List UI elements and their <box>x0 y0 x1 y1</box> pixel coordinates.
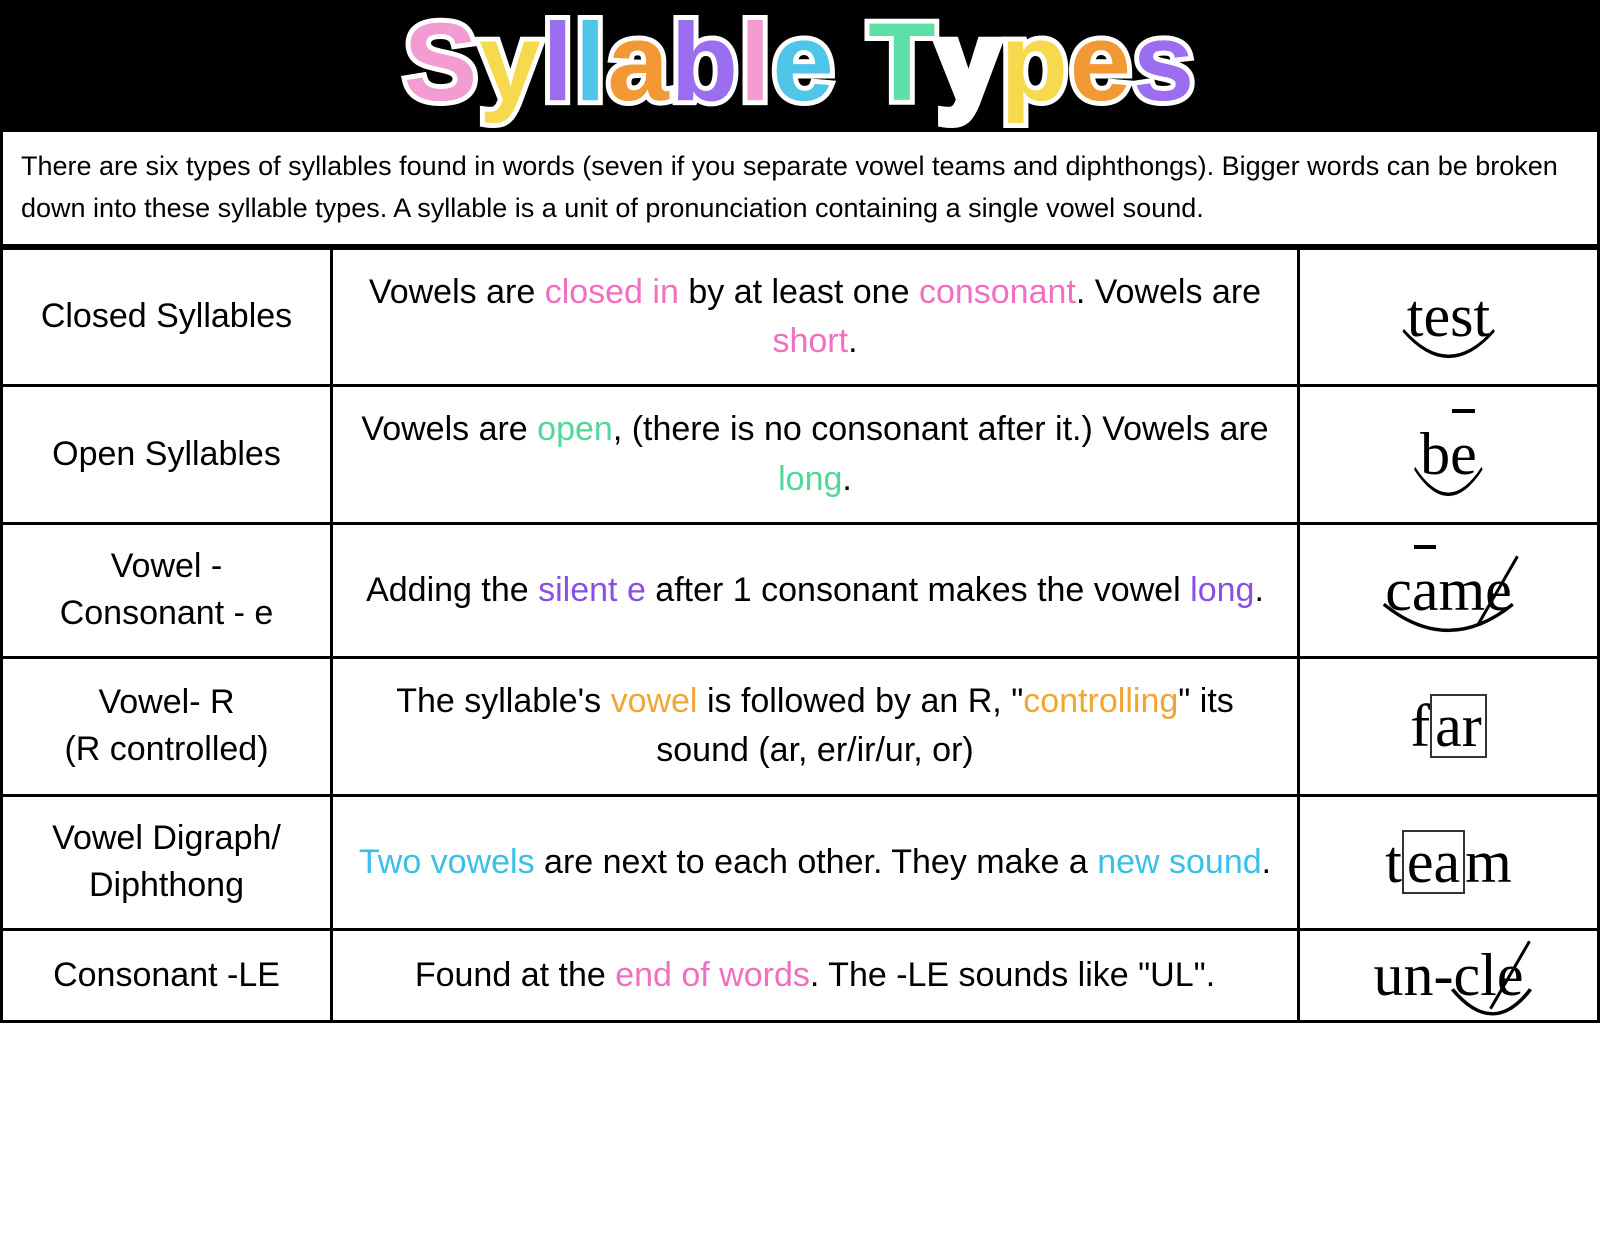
table-row: Vowel Digraph/DiphthongTwo vowels are ne… <box>2 795 1599 929</box>
syllable-name: Vowel -Consonant - e <box>2 523 332 657</box>
syllable-example: test <box>1299 248 1599 386</box>
syllable-name: Closed Syllables <box>2 248 332 386</box>
table-row: Closed SyllablesVowels are closed in by … <box>2 248 1599 386</box>
syllable-description: Found at the end of words. The -LE sound… <box>332 929 1299 1021</box>
syllable-name: Open Syllables <box>2 386 332 524</box>
syllable-example: far <box>1299 658 1599 796</box>
syllable-example: team <box>1299 795 1599 929</box>
syllable-name: Vowel- R(R controlled) <box>2 658 332 796</box>
syllable-table: Closed SyllablesVowels are closed in by … <box>0 247 1600 1023</box>
syllable-name: Consonant -LE <box>2 929 332 1021</box>
syllable-description: Two vowels are next to each other. They … <box>332 795 1299 929</box>
syllable-name: Vowel Digraph/Diphthong <box>2 795 332 929</box>
syllable-example: un-cle <box>1299 929 1599 1021</box>
syllable-description: Vowels are closed in by at least one con… <box>332 248 1299 386</box>
syllable-example: be <box>1299 386 1599 524</box>
syllable-description: The syllable's vowel is followed by an R… <box>332 658 1299 796</box>
table-row: Vowel- R(R controlled)The syllable's vow… <box>2 658 1599 796</box>
header: Syllable Types <box>0 0 1600 132</box>
syllable-description: Vowels are open, (there is no consonant … <box>332 386 1299 524</box>
syllable-description: Adding the silent e after 1 consonant ma… <box>332 523 1299 657</box>
page-title: Syllable Types <box>404 8 1196 118</box>
table-row: Open SyllablesVowels are open, (there is… <box>2 386 1599 524</box>
table-row: Consonant -LEFound at the end of words. … <box>2 929 1599 1021</box>
table-row: Vowel -Consonant - eAdding the silent e … <box>2 523 1599 657</box>
intro-text: There are six types of syllables found i… <box>0 132 1600 247</box>
syllable-example: came <box>1299 523 1599 657</box>
